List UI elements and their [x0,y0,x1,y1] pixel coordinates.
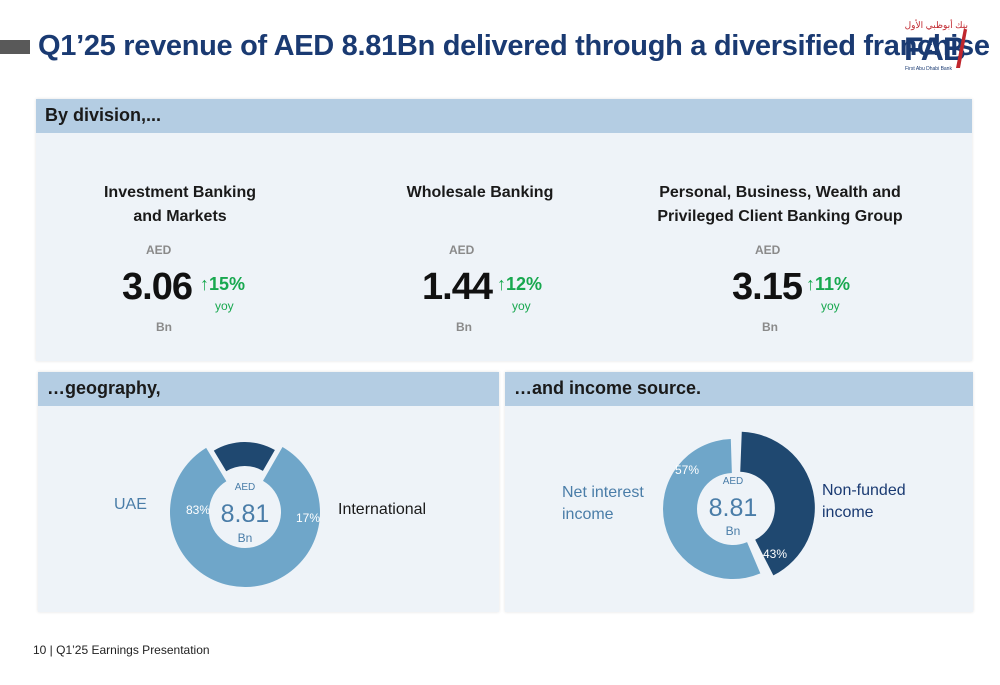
income-header: …and income source. [505,372,973,406]
division-header: By division,... [36,99,972,133]
geography-panel: …geography, UAE International AED 8.81 B… [38,372,499,612]
nii-label-line1: Net interest [562,484,644,501]
income-header-label: …and income source. [514,378,702,398]
international-pct-label: 17% [296,511,320,525]
arrow-up-icon: ↑ [806,274,815,294]
geography-donut-chart: AED 8.81 Bn 83% 17% [170,442,320,587]
division-currency: AED [449,243,475,257]
footer-page-label: 10 | Q1’25 Earnings Presentation [33,643,210,657]
logo-arabic-text: بنك أبوظبي الأول [904,20,968,30]
nfi-label: Non-funded income [822,480,906,524]
division-growth: ↑12% [497,274,542,295]
geography-header-label: …geography, [47,378,161,398]
title-accent-bar [0,40,30,54]
division-header-label: By division,... [45,105,162,125]
geo-center-unit: Bn [238,531,253,545]
division-yoy: yoy [821,299,840,313]
geography-header: …geography, [38,372,499,406]
division-name-line2: and Markets [133,208,227,225]
division-yoy: yoy [215,299,234,313]
geo-center-value: 8.81 [221,500,270,528]
logo-subtitle: First Abu Dhabi Bank [905,66,952,72]
nii-label-line2: income [562,506,614,523]
income-panel: …and income source. Net interest income … [505,372,973,612]
uae-pct-label: 83% [186,503,210,517]
division-name-line1: Personal, Business, Wealth and [659,184,901,201]
donut-segment [663,439,761,579]
division-currency: AED [146,243,172,257]
nfi-label-line2: income [822,504,874,521]
uae-label: UAE [114,496,147,513]
division-growth-value: 15% [209,274,246,294]
division-value: 3.06 [122,266,193,308]
page-title: Q1’25 revenue of AED 8.81Bn delivered th… [38,30,990,62]
nii-pct-label: 57% [675,463,699,477]
division-growth: ↑15% [200,274,245,295]
division-value: 1.44 [422,266,493,308]
fab-logo: بنك أبوظبي الأول FAB First Abu Dhabi Ban… [900,20,972,76]
inc-center-unit: Bn [726,524,741,538]
geo-center-currency: AED [235,482,256,493]
inc-center-currency: AED [723,476,744,487]
division-currency: AED [755,243,781,257]
division-value: 3.15 [732,266,803,308]
division-growth-value: 11% [815,274,851,294]
donut-segment [740,431,815,576]
division-yoy: yoy [512,299,531,313]
logo-swoosh-icon [956,28,967,68]
logo-wordmark: FAB [904,31,966,67]
division-growth: ↑11% [806,274,850,295]
inc-center-value: 8.81 [709,494,758,522]
nii-label: Net interest income [562,482,644,526]
donut-segment [213,442,275,472]
arrow-up-icon: ↑ [200,274,209,294]
division-unit: Bn [762,320,778,334]
income-donut-chart: AED 8.81 Bn 57% 43% [663,431,815,579]
division-pbwm: Personal, Business, Wealth and Privilege… [650,181,910,229]
nfi-pct-label: 43% [763,547,787,561]
division-name-line1: Investment Banking [103,184,257,201]
division-unit: Bn [156,320,172,334]
donut-segment [170,447,320,587]
division-ibm: Investment Banking and Markets [50,181,310,229]
division-name-line1: Wholesale Banking [406,184,554,201]
nfi-label-line1: Non-funded [822,482,906,499]
division-wholesale: Wholesale Banking [350,181,610,205]
international-label: International [338,501,427,518]
division-growth-value: 12% [506,274,543,294]
arrow-up-icon: ↑ [497,274,506,294]
division-unit: Bn [456,320,472,334]
division-name-line2: Privileged Client Banking Group [657,208,903,225]
division-panel: By division,... Investment Banking and M… [36,99,972,361]
